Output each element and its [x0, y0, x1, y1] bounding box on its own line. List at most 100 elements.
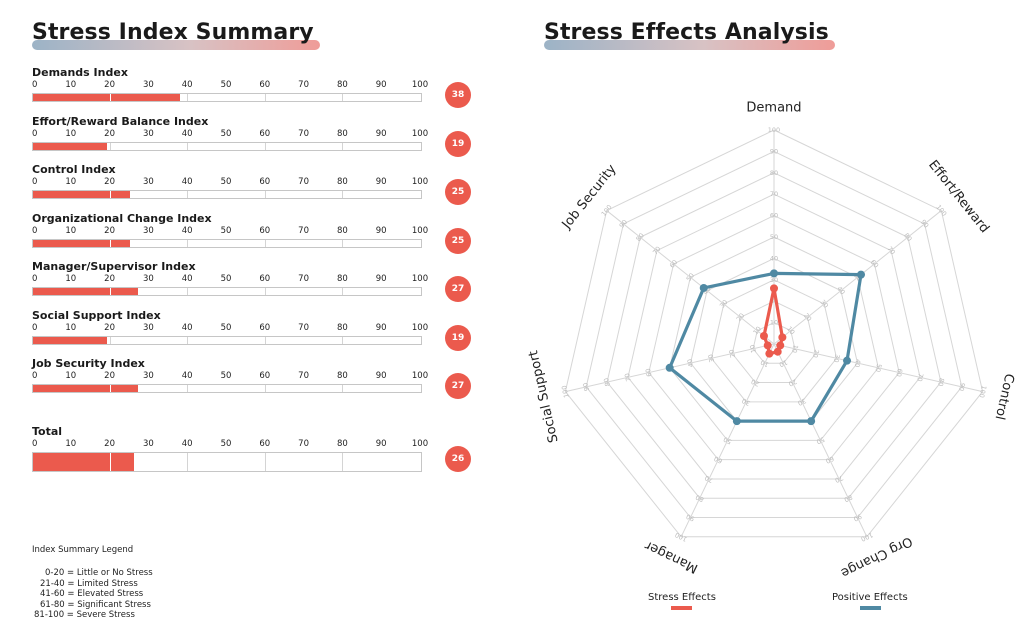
radar-ring-label: 60: [869, 258, 880, 269]
scale-tick-label: 80: [336, 274, 348, 284]
scale-tick-label: 10: [65, 371, 77, 381]
bar-gridline: [109, 336, 111, 344]
scale-tick-label: 0: [32, 322, 38, 333]
scale-tick-label: 30: [142, 371, 154, 381]
radar-ring-label: 100: [860, 531, 875, 544]
scale-tick-label: 10: [65, 274, 77, 284]
scale-tick-label: 30: [142, 177, 154, 187]
index-label: Job Security Index: [32, 357, 145, 370]
scale-tick-label: 90: [375, 177, 387, 187]
bar-gridline: [264, 94, 266, 101]
radar-ring-label: 30: [818, 298, 829, 309]
bar-gridline: [109, 453, 111, 471]
scale-tick-label: 80: [336, 322, 348, 333]
scale-tick-label: 70: [298, 274, 310, 284]
scale-tick-label: 40: [181, 80, 193, 90]
radar-ring-label: 90: [770, 147, 778, 155]
scale-tick-label: 10: [65, 439, 77, 449]
scale-tick-label: 80: [336, 225, 348, 236]
bar-gridline: [264, 142, 266, 150]
radar-ring-label: 40: [835, 285, 846, 296]
legend-swatch-stress: [671, 606, 692, 610]
scale-tick-label: 0: [32, 371, 38, 381]
scale-tick-label: 90: [375, 274, 387, 284]
title-underline: [32, 40, 320, 50]
scale-tick-label: 0: [32, 177, 38, 187]
radar-spoke: [773, 210, 942, 345]
positive-effects-series-point: [732, 417, 741, 426]
radar-ring-label: 10: [770, 319, 778, 327]
score-bar-track: [32, 335, 422, 345]
radar-axis-label: Social Support: [526, 349, 562, 444]
scale-tick-label: 70: [298, 439, 310, 449]
score-bar-track: [32, 238, 422, 248]
radar-ring-label: 90: [581, 382, 591, 392]
bar-gridline: [187, 453, 189, 471]
radar-ring-label: 50: [815, 435, 826, 446]
stress-effects-series-point: [773, 347, 782, 356]
score-bar-fill: [33, 453, 134, 471]
scale-tick-label: 40: [181, 177, 193, 187]
scale-ticks: 0 10 20 30 40 50 60 70 80 90 100: [32, 439, 428, 450]
bar-gridline: [109, 142, 111, 150]
bar-gridline: [109, 94, 111, 101]
legend-title: Index Summary Legend: [32, 545, 134, 555]
scale-tick-label: 90: [375, 225, 387, 236]
radar-ring-label: 80: [936, 377, 946, 387]
score-bar-track: [32, 452, 422, 472]
scale-tick-label: 50: [220, 371, 232, 381]
radar-ring-label: 90: [919, 218, 930, 229]
scale-ticks: 0 10 20 30 40 50 60 70 80 90 100: [32, 80, 428, 91]
radar-ring-label: 50: [722, 435, 733, 446]
bar-gridline: [264, 336, 266, 344]
scale-tick-label: 40: [181, 322, 193, 333]
radar-ring-label: 10: [748, 344, 758, 354]
scale-tick-label: 100: [411, 371, 429, 381]
stress-effects-series-point: [759, 331, 768, 340]
scale-tick-label: 10: [65, 322, 77, 333]
scale-tick-label: 100: [411, 439, 429, 449]
score-badge: 19: [445, 324, 471, 351]
radar-ring-label: 50: [852, 272, 863, 283]
positive-effects-series-point: [665, 363, 674, 372]
bar-gridline: [187, 385, 189, 392]
radar-grid-ring: [606, 172, 942, 499]
scale-tick-label: 20: [104, 80, 116, 90]
radar-chart: 10 20 30 40 50 60 70 80 90 100 10 20 30 40 50 60 70 80 90 1…: [526, 101, 1016, 581]
score-bar-fill: [33, 385, 138, 392]
index-label: Social Support Index: [32, 308, 161, 322]
bar-gridline: [342, 288, 344, 295]
score-bar-track: [32, 93, 422, 102]
scale-tick-label: 50: [220, 274, 232, 284]
scale-tick-label: 10: [65, 80, 77, 90]
radar-ring-label: 60: [713, 454, 724, 465]
radar-ring-label: 100: [934, 203, 948, 218]
scale-tick-label: 0: [32, 274, 38, 284]
legend-item: 81-100 = Severe Stress: [34, 610, 135, 621]
score-bar-fill: [33, 94, 181, 101]
radar-ring-label: 50: [770, 233, 778, 241]
score-badge: 25: [445, 227, 471, 254]
radar-ring-label: 20: [735, 312, 746, 323]
score-badge: 27: [445, 373, 471, 399]
radar-ring-label: 40: [686, 358, 696, 368]
scale-tick-label: 90: [375, 80, 387, 90]
radar-ring-label: 30: [796, 396, 807, 407]
scale-ticks: 0 10 20 30 40 50 60 70 80 90 100: [32, 128, 428, 140]
bar-gridline: [342, 94, 344, 101]
scale-tick-label: 60: [259, 177, 271, 187]
scale-tick-label: 20: [104, 439, 116, 449]
scale-tick-label: 60: [259, 128, 271, 139]
stress-effects-series-point: [778, 333, 787, 342]
radar-ring-label: 20: [770, 297, 778, 305]
radar-axis-label: Effort/Reward: [925, 158, 992, 236]
bar-gridline: [264, 453, 266, 471]
scale-tick-label: 0: [32, 225, 38, 236]
scale-tick-label: 10: [65, 128, 77, 139]
radar-ring-label: 20: [727, 349, 737, 359]
stress-effects-series-point: [765, 349, 774, 358]
scale-tick-label: 100: [411, 225, 429, 236]
scale-tick-label: 70: [298, 80, 310, 90]
scale-tick-label: 0: [32, 439, 38, 449]
stress-effects-series-point: [776, 341, 785, 350]
